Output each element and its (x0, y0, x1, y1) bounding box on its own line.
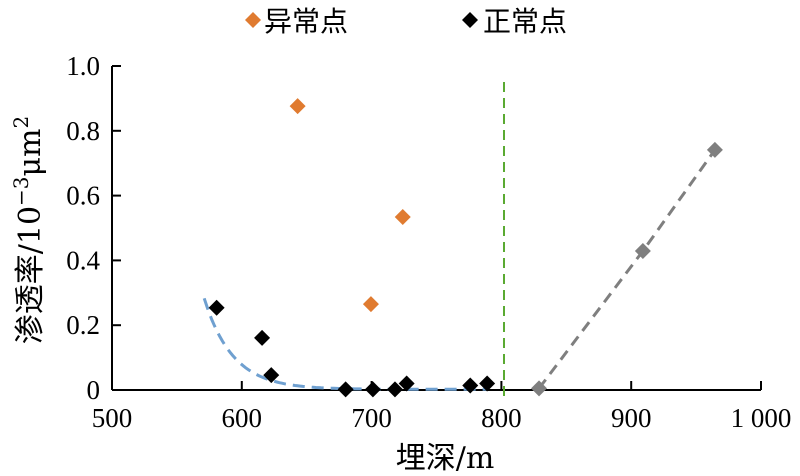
data-point-normal (263, 367, 280, 384)
x-tick-label: 1 000 (731, 403, 792, 433)
x-tick-label: 500 (92, 403, 133, 433)
x-tick-label: 900 (611, 403, 652, 433)
data-point-normal (337, 381, 354, 398)
data-point-abnormal (289, 98, 306, 115)
data-point-deep (706, 141, 723, 158)
y-axis-label-main: 渗透率/10 (13, 206, 48, 344)
data-point-normal (479, 375, 496, 392)
data-point-deep (634, 243, 651, 260)
x-tick-label: 600 (222, 403, 263, 433)
data-point-abnormal (394, 208, 411, 225)
exponential-fit-curve (202, 297, 488, 391)
y-axis-label: 渗透率/10−3μm2 (9, 116, 48, 344)
marks (202, 82, 723, 398)
axes: 500 600 700 800 900 1 000 0 0.2 0.4 0.6 0.8 1.0 (66, 51, 791, 433)
y-tick-label: 1.0 (66, 51, 100, 81)
trend-line-deep-trend (537, 149, 717, 390)
data-point-normal (364, 381, 381, 398)
legend-marker-abnormal (245, 12, 261, 28)
data-point-normal (208, 299, 225, 316)
x-tick-label: 800 (481, 403, 522, 433)
y-tick-label: 0.4 (66, 245, 100, 275)
legend: 异常点 正常点 (245, 5, 567, 38)
y-tick-label: 0.2 (66, 310, 100, 340)
y-axis-label-exp: −3 (9, 176, 33, 205)
legend-label-abnormal: 异常点 (264, 5, 348, 38)
legend-marker-normal (462, 12, 478, 28)
y-tick-label: 0.8 (66, 116, 100, 146)
y-tick-label: 0 (87, 375, 101, 405)
y-tick-label: 0.6 (66, 181, 100, 211)
data-point-normal (386, 381, 403, 398)
x-axis-label: 埋深/m (396, 441, 495, 476)
data-point-deep (531, 380, 548, 397)
legend-label-normal: 正常点 (483, 5, 567, 38)
y-axis-label-unit: μm (13, 129, 48, 177)
y-axis-label-unit-exp: 2 (9, 116, 33, 129)
data-point-normal (254, 329, 271, 346)
data-point-normal (462, 377, 479, 394)
data-point-normal (398, 375, 415, 392)
x-tick-label: 700 (351, 403, 392, 433)
data-point-abnormal (362, 296, 379, 313)
